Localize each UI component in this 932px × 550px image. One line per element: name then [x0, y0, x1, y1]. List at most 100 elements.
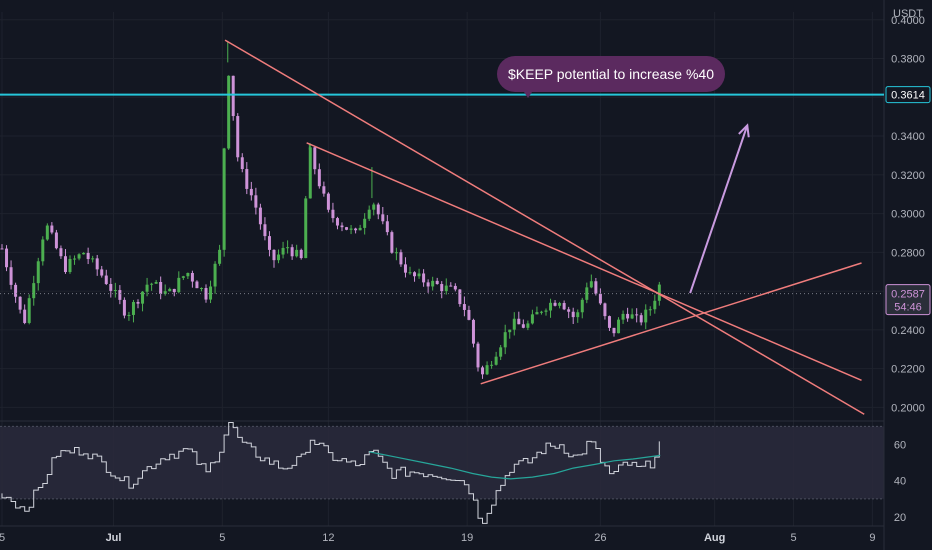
rsi-tick-label: 20 — [894, 512, 906, 524]
candle-body — [159, 281, 163, 294]
time-tick-label: 5 — [0, 532, 5, 544]
candle-body — [195, 281, 199, 289]
rsi-tick-label: 60 — [894, 440, 906, 452]
candle-body — [313, 147, 317, 170]
candle-body — [648, 309, 652, 311]
candle-body — [358, 227, 362, 231]
candle-body — [512, 318, 516, 330]
resistance-price-label: 0.3614 — [891, 90, 925, 102]
candle-body — [558, 303, 562, 306]
candle-body — [553, 302, 557, 306]
candle-body — [462, 304, 466, 310]
candle-body — [73, 258, 77, 260]
projection-arrow-head — [738, 123, 750, 138]
candle-body — [267, 236, 271, 250]
candle-body — [277, 254, 281, 261]
candle-body — [403, 264, 407, 273]
candle-body — [245, 169, 249, 189]
candle-body — [50, 225, 54, 233]
candle-body — [326, 193, 330, 210]
price-tick-label: 0.3200 — [891, 170, 925, 182]
price-tick-label: 0.3400 — [891, 131, 925, 143]
time-axis[interactable]: 5 Jul 5 12 19 26 Aug 5 9 — [0, 532, 875, 544]
candle-body — [100, 269, 104, 276]
candle-body — [186, 272, 190, 277]
candle-body — [630, 314, 634, 319]
candle-body — [567, 309, 571, 312]
candle-body — [603, 303, 607, 317]
projection-arrow[interactable] — [689, 125, 749, 294]
candle-body — [82, 252, 86, 255]
candle-body — [68, 258, 72, 273]
candle-body — [549, 302, 553, 311]
candle-body — [490, 364, 494, 366]
candle-body — [585, 287, 589, 300]
candle-body — [131, 302, 135, 315]
candle-body — [508, 329, 512, 333]
time-tick-label: 5 — [219, 532, 225, 544]
candle-body — [27, 298, 31, 323]
candle-body — [127, 314, 131, 316]
candles — [0, 41, 661, 379]
candle-body — [394, 252, 398, 254]
candle-body — [258, 207, 262, 225]
candle-body — [308, 147, 312, 199]
price-tick-label: 0.2400 — [891, 325, 925, 337]
candle-body — [653, 300, 657, 310]
candle-body — [190, 272, 194, 282]
candle-body — [163, 291, 167, 294]
candle-body — [109, 284, 113, 291]
candle-body — [18, 296, 22, 310]
candle-body — [172, 288, 176, 293]
candle-body — [331, 209, 335, 219]
candle-body — [367, 209, 371, 219]
trendline[interactable] — [480, 262, 862, 385]
candle-body — [263, 224, 267, 237]
candle-body — [59, 248, 63, 257]
candle-body — [485, 365, 489, 375]
candle-body — [218, 249, 222, 264]
candle-body — [5, 248, 9, 268]
candle-body — [426, 282, 430, 287]
current-price-label: 0.2587 — [891, 289, 925, 301]
price-tick-label: 0.2200 — [891, 364, 925, 376]
candle-body — [91, 258, 95, 260]
time-tick-label: Aug — [704, 532, 725, 544]
candle-body — [281, 247, 285, 255]
candle-body — [177, 277, 181, 293]
annotation-callout[interactable]: $KEEP potential to increase %40 — [497, 56, 725, 98]
time-tick-label: 5 — [790, 532, 796, 544]
candle-body — [63, 256, 67, 273]
candle-body — [517, 318, 521, 325]
rsi-tick-label: 40 — [894, 476, 906, 488]
candle-body — [499, 347, 503, 357]
candle-body — [607, 316, 611, 328]
candle-body — [141, 291, 145, 304]
candle-body — [381, 214, 385, 222]
candle-body — [612, 327, 616, 334]
candle-body — [0, 248, 4, 250]
price-tick-label: 0.2800 — [891, 247, 925, 259]
candle-body — [249, 188, 253, 196]
candle-body — [431, 280, 435, 287]
candle-body — [9, 267, 13, 285]
time-tick-label: 9 — [869, 532, 875, 544]
resistance-price-tag — [885, 86, 931, 104]
candle-body — [95, 258, 99, 270]
candle-body — [644, 309, 648, 323]
annotation-box — [497, 56, 725, 92]
candle-body — [408, 272, 412, 274]
candle-body — [639, 315, 643, 323]
candle-body — [562, 303, 566, 310]
candle-body — [77, 254, 81, 259]
trendline[interactable] — [224, 39, 865, 415]
trendline[interactable] — [306, 142, 862, 381]
candle-body — [399, 252, 403, 265]
candle-body — [181, 276, 185, 278]
candle-body — [222, 148, 226, 250]
candle-body — [14, 284, 18, 297]
candle-body — [23, 309, 27, 323]
rsi-axis: 60 40 20 — [894, 440, 906, 524]
